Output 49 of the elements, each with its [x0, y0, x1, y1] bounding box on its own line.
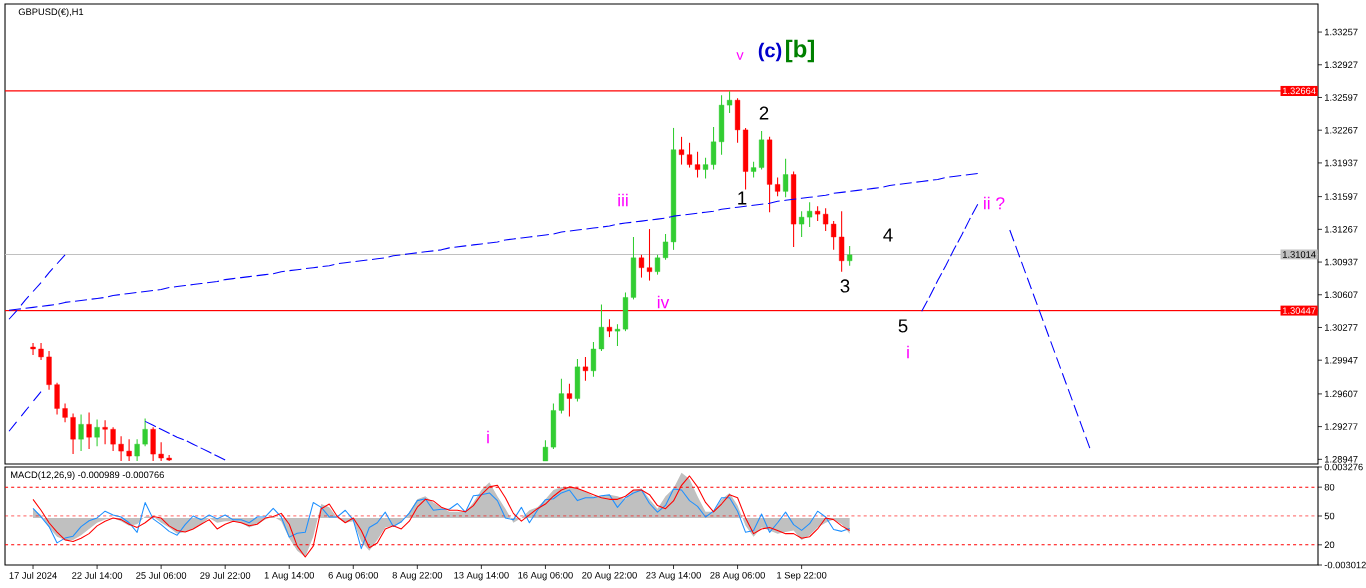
x-tick-label: 1 Aug 14:00: [264, 571, 315, 581]
y-tick-label: -0.003012: [1324, 561, 1366, 569]
x-tick-label: 20 Aug 22:00: [582, 571, 637, 581]
annotation: 1: [738, 191, 747, 205]
x-tick-label: 25 Jul 06:00: [136, 571, 187, 579]
annotation: iv: [657, 295, 670, 309]
y-tick-label: 1.29277: [1324, 423, 1358, 430]
chart-title: GBPUSD(€),H1: [18, 8, 84, 17]
y2-tick-label: 20: [1324, 541, 1335, 549]
y-tick-label: 1.30607: [1324, 291, 1358, 299]
y-tick-label: 1.29607: [1324, 390, 1358, 398]
x-tick-label: 1 Sep 22:00: [777, 571, 827, 581]
x-tick-label: 22 Jul 14:00: [72, 571, 123, 579]
annotation: i: [487, 430, 489, 444]
y-tick-label: 0.003276: [1324, 463, 1363, 471]
annotation: 3: [840, 279, 850, 293]
y2-tick-label: 50: [1324, 512, 1335, 520]
annotation: (c): [758, 42, 782, 62]
ref-line-label: 1.31014: [1282, 251, 1316, 258]
y-tick-label: 1.32597: [1324, 94, 1358, 101]
x-tick-label: 23 Aug 14:00: [646, 571, 701, 581]
annotation: iii: [618, 193, 628, 207]
y-tick-label: 1.30277: [1324, 324, 1358, 331]
annotation: 5: [898, 319, 908, 333]
x-tick-label: 16 Aug 06:00: [518, 571, 573, 581]
y-tick-label: 1.31267: [1324, 226, 1358, 233]
annotation: 4: [883, 228, 893, 242]
y-tick-label: 1.30937: [1324, 258, 1358, 266]
y-tick-label: 1.32267: [1324, 126, 1358, 134]
x-tick-label: 28 Aug 06:00: [710, 571, 765, 581]
x-tick-label: 6 Aug 06:00: [328, 571, 379, 581]
x-tick-label: 13 Aug 14:00: [454, 571, 509, 581]
x-tick-label: 29 Jul 22:00: [200, 571, 251, 579]
ref-line-label: 1.32664: [1282, 87, 1316, 95]
annotation: ii ?: [984, 196, 1005, 210]
y2-tick-label: 80: [1324, 483, 1335, 491]
annotation: v: [736, 52, 744, 60]
x-tick-label: 17 Jul 2024: [9, 571, 57, 579]
y-tick-label: 1.33257: [1324, 28, 1358, 36]
annotation: [b]: [786, 39, 814, 63]
y-tick-label: 1.28947: [1324, 456, 1358, 463]
y-tick-label: 1.32927: [1324, 61, 1358, 69]
annotation: i: [907, 345, 909, 359]
x-tick-label: 8 Aug 22:00: [392, 571, 443, 581]
ref-line-label: 1.30447: [1282, 307, 1316, 314]
y-tick-label: 1.31937: [1324, 159, 1358, 167]
y-tick-label: 1.31597: [1324, 193, 1358, 200]
annotation: 2: [759, 106, 769, 120]
y-tick-label: 1.29947: [1324, 356, 1358, 364]
